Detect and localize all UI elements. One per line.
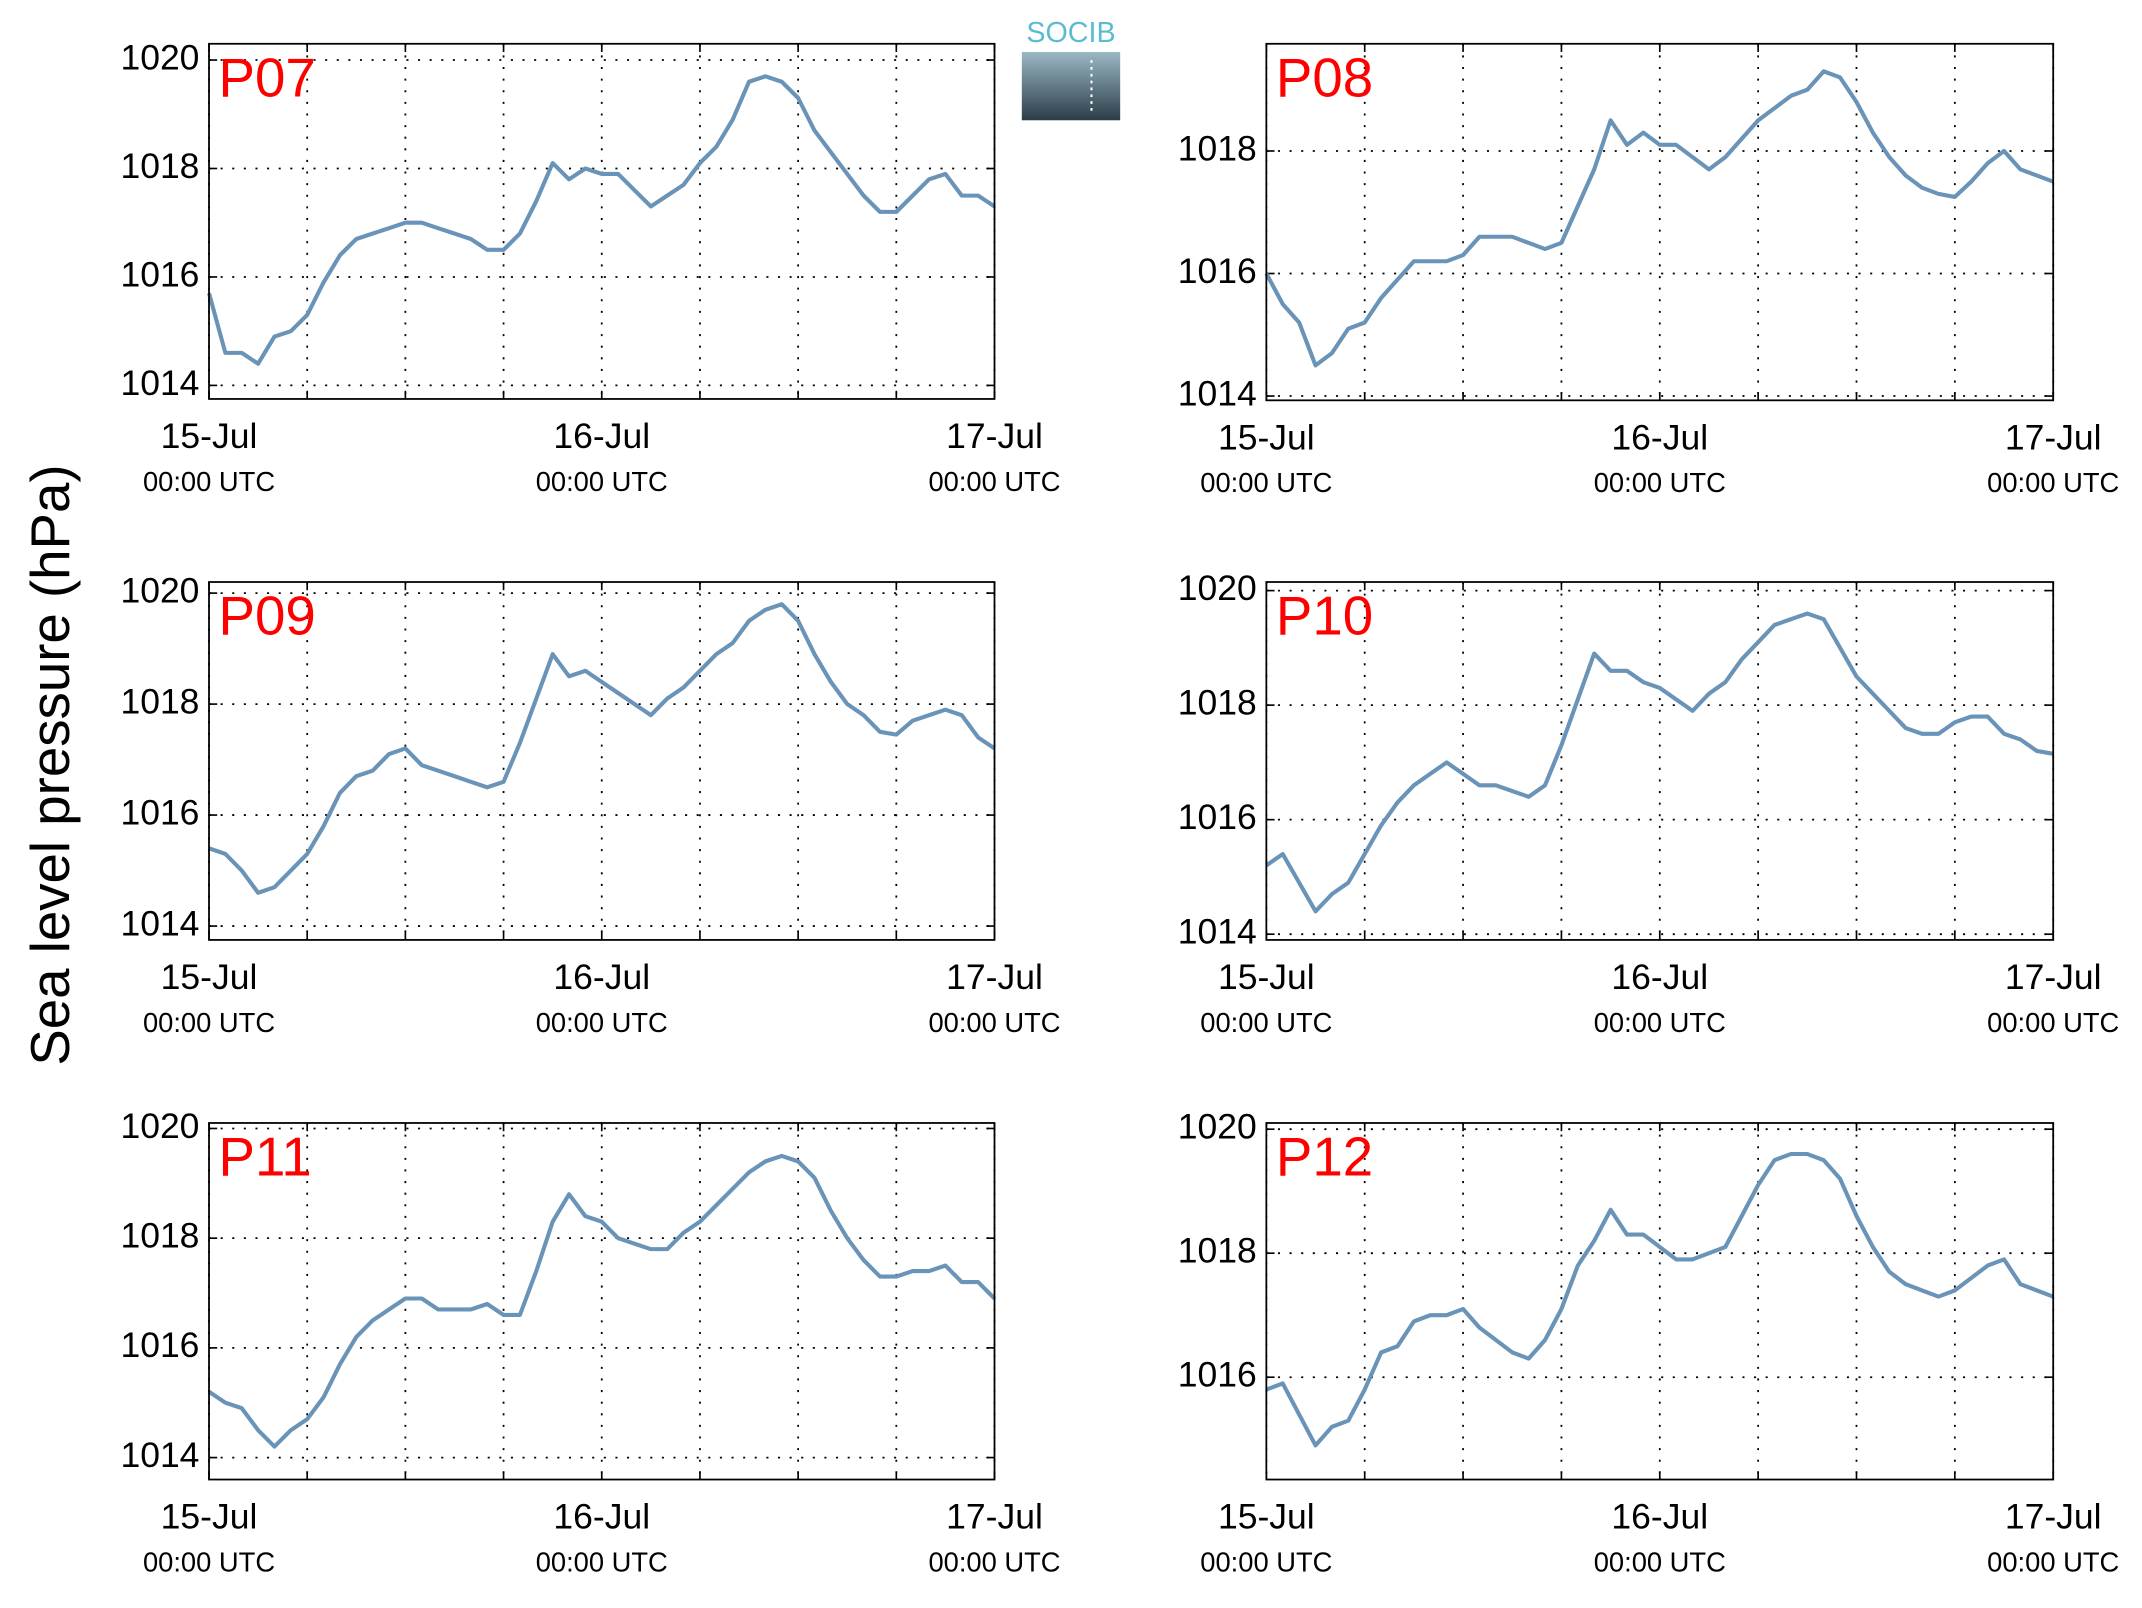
data-line xyxy=(1264,69,2054,368)
x-tick-label: 16-Jul xyxy=(1611,1497,1708,1537)
x-tick-sublabel: 00:00 UTC xyxy=(536,1546,668,1577)
y-tick-label: 1016 xyxy=(120,1325,199,1365)
panel-title: P11 xyxy=(219,1127,312,1188)
x-tick-label: 15-Jul xyxy=(1218,417,1315,457)
axes-frame xyxy=(208,42,996,400)
x-tick-label: 15-Jul xyxy=(161,957,258,997)
x-tick-sublabel: 00:00 UTC xyxy=(1200,1546,1332,1577)
axes-frame xyxy=(1265,581,2055,941)
x-tick-label: 16-Jul xyxy=(1611,417,1708,457)
x-tick-label: 16-Jul xyxy=(553,957,650,997)
y-tick-label: 1020 xyxy=(120,1106,199,1146)
x-tick-sublabel: 00:00 UTC xyxy=(1200,1007,1332,1038)
y-tick-label: 1018 xyxy=(120,146,199,186)
x-tick-sublabel: 00:00 UTC xyxy=(536,1007,668,1038)
y-tick-label: 1014 xyxy=(120,363,199,403)
x-tick-sublabel: 00:00 UTC xyxy=(1594,1546,1726,1577)
x-tick-label: 17-Jul xyxy=(946,957,1043,997)
panel-title: P10 xyxy=(1276,586,1373,647)
y-tick-label: 1018 xyxy=(1178,683,1257,723)
y-tick-label: 1016 xyxy=(120,254,199,294)
logo-block xyxy=(1021,51,1121,121)
x-tick-sublabel: 00:00 UTC xyxy=(1594,467,1726,498)
subplot: 15-Jul 00:00 UTC 16-Jul 00:00 UTC 17-Jul 00:0… xyxy=(1178,42,2119,498)
axes-frame xyxy=(1265,1122,2055,1481)
x-tick-label: 17-Jul xyxy=(2005,957,2102,997)
panel-title: P08 xyxy=(1276,47,1373,108)
data-line xyxy=(208,602,996,895)
x-tick-sublabel: 00:00 UTC xyxy=(143,1007,275,1038)
y-tick-label: 1016 xyxy=(1178,1355,1257,1395)
x-tick-label: 15-Jul xyxy=(161,416,258,456)
y-axis-label: Sea level pressure (hPa) xyxy=(20,464,81,1065)
panel-title: P07 xyxy=(219,47,316,108)
y-tick-label: 1016 xyxy=(1178,797,1257,837)
axes-frame xyxy=(208,1122,996,1481)
axes-frame xyxy=(1265,42,2055,402)
x-tick-sublabel: 00:00 UTC xyxy=(536,466,668,497)
y-tick-label: 1016 xyxy=(1178,251,1257,291)
y-tick-label: 1018 xyxy=(1178,128,1257,168)
x-tick-label: 15-Jul xyxy=(1218,1497,1315,1537)
x-tick-sublabel: 00:00 UTC xyxy=(928,466,1060,497)
panel-title: P09 xyxy=(219,586,316,647)
x-tick-sublabel: 00:00 UTC xyxy=(928,1007,1060,1038)
subplot: 15-Jul 00:00 UTC 16-Jul 00:00 UTC 17-Jul 00:0… xyxy=(1178,568,2119,1038)
x-tick-sublabel: 00:00 UTC xyxy=(143,466,275,497)
logo: SOCIB xyxy=(1021,17,1121,121)
y-tick-label: 1018 xyxy=(1178,1231,1257,1271)
y-tick-label: 1014 xyxy=(1178,373,1257,413)
axes-frame xyxy=(208,581,996,941)
x-tick-label: 16-Jul xyxy=(553,416,650,456)
data-line xyxy=(1265,1151,2054,1448)
y-tick-label: 1014 xyxy=(1178,912,1257,952)
x-tick-sublabel: 00:00 UTC xyxy=(1200,467,1332,498)
y-tick-label: 1014 xyxy=(120,1435,199,1475)
y-tick-label: 1016 xyxy=(120,792,199,832)
panel-title: P12 xyxy=(1276,1127,1373,1188)
logo-text: SOCIB xyxy=(1026,17,1115,49)
x-tick-sublabel: 00:00 UTC xyxy=(1987,1007,2119,1038)
x-tick-label: 17-Jul xyxy=(946,1497,1043,1537)
subplot: 15-Jul 00:00 UTC 16-Jul 00:00 UTC 17-Jul 00:0… xyxy=(120,570,1060,1037)
x-tick-sublabel: 00:00 UTC xyxy=(1987,1546,2119,1577)
subplot: 15-Jul 00:00 UTC 16-Jul 00:00 UTC 17-Jul 00:0… xyxy=(120,1106,1060,1578)
y-tick-label: 1018 xyxy=(120,1216,199,1256)
y-tick-label: 1014 xyxy=(120,903,199,943)
x-tick-label: 17-Jul xyxy=(2005,417,2102,457)
x-tick-sublabel: 00:00 UTC xyxy=(1987,467,2119,498)
y-tick-label: 1020 xyxy=(1178,1107,1257,1147)
x-tick-label: 17-Jul xyxy=(946,416,1043,456)
data-line xyxy=(207,74,996,366)
x-tick-label: 15-Jul xyxy=(1218,957,1315,997)
x-tick-label: 15-Jul xyxy=(161,1497,258,1537)
x-tick-label: 16-Jul xyxy=(553,1497,650,1537)
data-line xyxy=(1265,611,2054,914)
y-tick-label: 1018 xyxy=(120,681,199,721)
x-tick-sublabel: 00:00 UTC xyxy=(143,1546,275,1577)
x-tick-label: 16-Jul xyxy=(1611,957,1708,997)
y-tick-label: 1020 xyxy=(120,37,199,77)
data-line xyxy=(207,1153,996,1449)
x-tick-sublabel: 00:00 UTC xyxy=(928,1546,1060,1577)
y-tick-label: 1020 xyxy=(1178,568,1257,608)
subplot: 15-Jul 00:00 UTC 16-Jul 00:00 UTC 17-Jul 00:0… xyxy=(120,37,1060,496)
subplot: 15-Jul 00:00 UTC 16-Jul 00:00 UTC 17-Jul 00:0… xyxy=(1178,1107,2119,1578)
x-tick-sublabel: 00:00 UTC xyxy=(1594,1007,1726,1038)
y-tick-label: 1020 xyxy=(120,570,199,610)
x-tick-label: 17-Jul xyxy=(2005,1497,2102,1537)
